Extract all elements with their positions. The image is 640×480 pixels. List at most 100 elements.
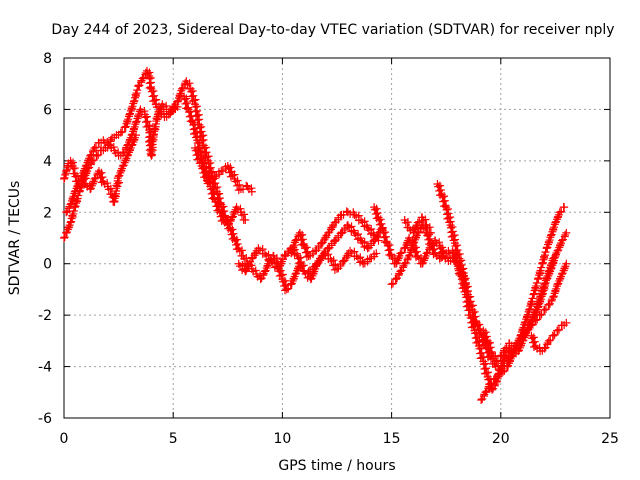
x-tick-label: 15 bbox=[383, 431, 401, 447]
data-point bbox=[557, 270, 566, 278]
data-point bbox=[540, 306, 549, 314]
x-tick-label: 0 bbox=[60, 431, 69, 447]
data-point bbox=[153, 110, 162, 119]
data-point bbox=[169, 102, 178, 111]
axis-ticks: 0 5 10 15 20 25 -6 -4 -2 0 2 4 6 8 bbox=[38, 51, 619, 447]
data-point bbox=[533, 303, 542, 312]
data-point bbox=[394, 271, 403, 280]
data-point bbox=[193, 145, 202, 154]
data-point bbox=[130, 135, 139, 144]
data-point bbox=[547, 296, 556, 305]
data-point bbox=[519, 332, 528, 341]
data-point bbox=[523, 325, 532, 334]
data-point bbox=[394, 253, 403, 262]
data-point bbox=[68, 194, 77, 203]
data-point bbox=[228, 213, 237, 222]
data-point bbox=[550, 253, 559, 262]
data-point bbox=[338, 257, 347, 266]
data-point bbox=[372, 232, 381, 241]
data-point bbox=[560, 203, 569, 212]
data-point bbox=[435, 181, 444, 190]
data-point bbox=[263, 261, 272, 270]
y-axis-label: SDTVAR / TECUs bbox=[7, 181, 23, 296]
data-point bbox=[94, 150, 103, 159]
data-point bbox=[241, 216, 250, 224]
data-point bbox=[118, 127, 127, 136]
data-point bbox=[409, 239, 418, 248]
data-point bbox=[555, 208, 564, 217]
data-point bbox=[501, 344, 510, 353]
data-point bbox=[123, 116, 132, 125]
data-point bbox=[399, 263, 408, 272]
data-point bbox=[133, 86, 142, 95]
data-point bbox=[226, 217, 235, 226]
data-point bbox=[493, 356, 502, 365]
y-tick-label: -4 bbox=[38, 360, 52, 376]
data-point bbox=[473, 338, 482, 347]
chart-title: Day 244 of 2023, Sidereal Day-to-day VTE… bbox=[51, 22, 614, 38]
data-point bbox=[553, 246, 562, 255]
data-point bbox=[330, 265, 339, 274]
data-point bbox=[551, 252, 560, 260]
data-point bbox=[553, 326, 562, 335]
data-point bbox=[75, 177, 84, 186]
data-point bbox=[209, 189, 218, 198]
data-point bbox=[555, 325, 564, 334]
data-point bbox=[152, 114, 161, 123]
data-point bbox=[498, 362, 507, 371]
data-point bbox=[226, 172, 235, 181]
data-point bbox=[481, 328, 490, 337]
data-point bbox=[529, 333, 538, 342]
data-point bbox=[542, 275, 551, 284]
data-point bbox=[277, 271, 286, 280]
data-point bbox=[144, 122, 153, 131]
data-point bbox=[334, 215, 343, 224]
data-point bbox=[529, 313, 538, 322]
data-point bbox=[536, 311, 545, 320]
x-tick-label: 5 bbox=[169, 431, 178, 447]
y-tick-label: -2 bbox=[38, 308, 52, 324]
data-point bbox=[110, 191, 119, 200]
data-point bbox=[129, 124, 138, 133]
data-point bbox=[287, 249, 296, 258]
data-point bbox=[282, 285, 291, 294]
data-point bbox=[405, 252, 414, 260]
data-point bbox=[376, 215, 385, 224]
data-point bbox=[150, 96, 159, 105]
data-point bbox=[92, 151, 101, 160]
data-point bbox=[507, 349, 516, 358]
data-point bbox=[147, 145, 156, 154]
data-point bbox=[486, 343, 495, 352]
data-point bbox=[387, 280, 396, 289]
data-point bbox=[542, 244, 551, 253]
data-point bbox=[532, 307, 541, 316]
data-point bbox=[89, 156, 98, 165]
data-point bbox=[127, 141, 136, 150]
x-tick-label: 25 bbox=[601, 431, 619, 447]
data-point bbox=[134, 111, 143, 120]
data-point bbox=[98, 173, 107, 182]
data-point bbox=[485, 380, 494, 389]
data-point bbox=[440, 192, 449, 201]
data-point bbox=[545, 269, 554, 278]
data-point bbox=[491, 374, 500, 383]
data-point bbox=[490, 375, 499, 384]
data-point bbox=[284, 284, 293, 293]
data-point bbox=[469, 322, 478, 331]
data-point bbox=[259, 271, 268, 280]
data-point bbox=[482, 369, 491, 377]
data-points bbox=[60, 66, 571, 404]
data-point bbox=[456, 268, 465, 277]
data-point bbox=[175, 91, 184, 100]
data-point bbox=[397, 248, 406, 257]
data-point bbox=[60, 234, 68, 242]
data-point bbox=[551, 218, 560, 227]
data-point bbox=[482, 332, 491, 341]
data-point bbox=[372, 204, 381, 213]
data-point bbox=[381, 232, 390, 241]
data-point bbox=[287, 280, 296, 289]
data-point bbox=[452, 252, 461, 261]
data-point bbox=[369, 237, 378, 246]
data-point bbox=[229, 229, 238, 238]
